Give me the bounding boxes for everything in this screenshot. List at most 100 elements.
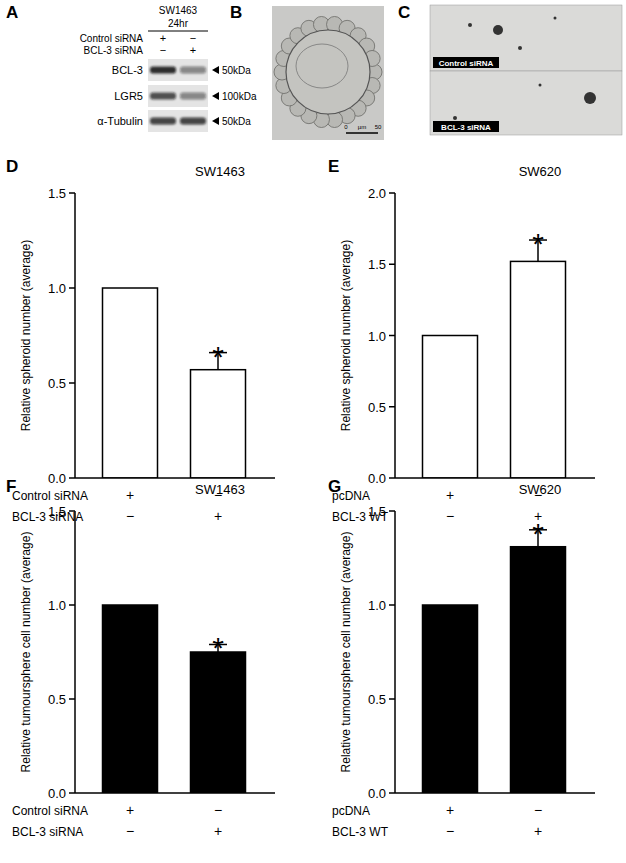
condition-mark: − bbox=[126, 508, 134, 524]
time-label: 24hr bbox=[168, 18, 189, 29]
y-tick bbox=[69, 477, 75, 479]
condition-mark: + bbox=[190, 44, 196, 56]
significance-mark: * bbox=[532, 227, 544, 260]
spheroid-dot bbox=[539, 84, 542, 87]
cell-line: SW1463 bbox=[159, 5, 198, 16]
condition-label: BCL-3 WT bbox=[332, 825, 389, 839]
blot-strip bbox=[148, 85, 208, 107]
y-tick bbox=[389, 792, 395, 794]
y-tick-label: 0.5 bbox=[48, 376, 66, 391]
y-tick bbox=[389, 335, 395, 337]
band-label: LGR5 bbox=[114, 90, 143, 102]
condition-label: pcDNA bbox=[332, 489, 370, 503]
blot-band bbox=[180, 67, 206, 74]
significance-mark: * bbox=[212, 631, 224, 664]
plot-area bbox=[103, 605, 246, 793]
image-label: BCL-3 siRNA bbox=[441, 123, 491, 132]
bar bbox=[191, 652, 246, 793]
scale-label: µm bbox=[358, 124, 366, 130]
micrograph bbox=[272, 6, 384, 140]
plot-area bbox=[423, 530, 566, 793]
y-tick-label: 1.0 bbox=[368, 329, 386, 344]
image-label: Control siRNA bbox=[439, 59, 494, 68]
y-axis-label: Relative tumoursphere cell number (avera… bbox=[339, 532, 353, 773]
x-axis bbox=[395, 477, 595, 479]
condition-mark: − bbox=[446, 508, 454, 524]
y-tick bbox=[69, 192, 75, 194]
spheroid-dot bbox=[493, 25, 503, 35]
y-tick-label: 0.0 bbox=[368, 471, 386, 486]
figure: ABCDEFGSW146324hrControl siRNA+−BCL-3 si… bbox=[0, 0, 626, 863]
y-tick-label: 0.5 bbox=[368, 692, 386, 707]
condition-label: BCL-3 siRNA bbox=[12, 825, 83, 839]
y-tick bbox=[69, 792, 75, 794]
inner-cell bbox=[296, 44, 348, 88]
rule bbox=[148, 31, 208, 32]
band-size: 50kDa bbox=[222, 116, 251, 127]
spheroid-dot bbox=[518, 46, 522, 50]
spheroid-dot bbox=[453, 116, 457, 120]
y-tick-label: 1.0 bbox=[368, 598, 386, 613]
y-tick-label: 1.5 bbox=[48, 504, 66, 519]
y-tick-label: 1.0 bbox=[48, 598, 66, 613]
scale-bar bbox=[346, 132, 378, 134]
band-size: 100kDa bbox=[222, 91, 257, 102]
panel-label: A bbox=[6, 3, 18, 22]
band-label: α-Tubulin bbox=[97, 115, 143, 127]
y-tick bbox=[69, 382, 75, 384]
blot-band bbox=[180, 118, 206, 125]
panel-label: E bbox=[328, 157, 339, 176]
y-tick bbox=[69, 604, 75, 606]
significance-mark: * bbox=[532, 517, 544, 550]
y-tick bbox=[389, 604, 395, 606]
condition-mark: + bbox=[214, 823, 222, 839]
band-size: 50kDa bbox=[222, 65, 251, 76]
condition-mark: − bbox=[190, 32, 196, 44]
bar bbox=[423, 605, 478, 793]
label-box bbox=[433, 121, 499, 132]
y-tick-label: 0.5 bbox=[48, 692, 66, 707]
y-tick bbox=[389, 192, 395, 194]
y-axis bbox=[74, 511, 76, 793]
arrowhead bbox=[212, 66, 219, 74]
spheroid bbox=[274, 16, 382, 127]
condition-label: pcDNA bbox=[332, 804, 370, 818]
arrowhead bbox=[212, 92, 219, 100]
y-tick-label: 1.5 bbox=[48, 186, 66, 201]
bar bbox=[511, 547, 566, 793]
label-box bbox=[433, 57, 499, 68]
condition-mark: + bbox=[160, 32, 166, 44]
significance-mark: * bbox=[212, 340, 224, 373]
condition-mark: − bbox=[446, 823, 454, 839]
condition-mark: − bbox=[126, 823, 134, 839]
spheroid-dot bbox=[468, 23, 472, 27]
condition-mark: + bbox=[534, 823, 542, 839]
y-axis bbox=[74, 193, 76, 478]
y-tick bbox=[389, 406, 395, 408]
y-tick bbox=[69, 287, 75, 289]
y-tick bbox=[389, 698, 395, 700]
condition-mark: + bbox=[126, 487, 134, 503]
y-tick bbox=[69, 698, 75, 700]
y-tick-label: 2.0 bbox=[368, 186, 386, 201]
x-axis bbox=[75, 792, 275, 794]
bar bbox=[511, 261, 566, 478]
y-axis bbox=[394, 511, 396, 793]
lumen-wall bbox=[286, 30, 370, 114]
blot-strip bbox=[148, 59, 208, 81]
y-tick-label: 0.0 bbox=[48, 786, 66, 801]
chart-title: SW620 bbox=[519, 482, 562, 497]
blot-strip bbox=[148, 110, 208, 132]
y-tick-label: 0.0 bbox=[368, 786, 386, 801]
scale-label: 50 bbox=[375, 124, 382, 130]
condition-label: BCL-3 siRNA bbox=[84, 45, 144, 56]
condition-mark: + bbox=[214, 508, 222, 524]
chart-title: SW1463 bbox=[195, 482, 245, 497]
y-tick-label: 0.5 bbox=[368, 400, 386, 415]
brightfield-image bbox=[430, 71, 622, 135]
brightfield-image bbox=[430, 5, 622, 71]
panel-label: C bbox=[398, 3, 410, 22]
y-tick bbox=[69, 510, 75, 512]
y-tick-label: 1.5 bbox=[368, 504, 386, 519]
panel-label: D bbox=[6, 157, 18, 176]
